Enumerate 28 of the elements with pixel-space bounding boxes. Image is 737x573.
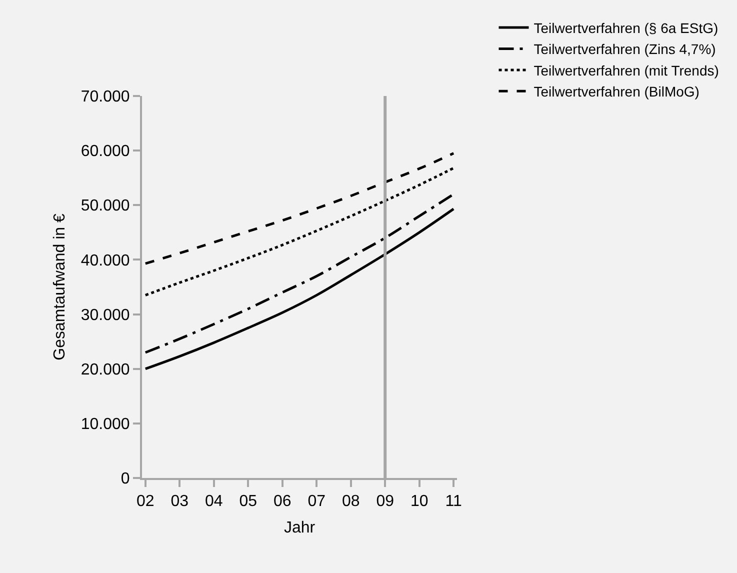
x-tick-label: 02: [136, 493, 154, 510]
y-tick-label: 30.000: [80, 306, 130, 324]
x-tick-label: 11: [445, 493, 462, 510]
y-tick-label: 0: [120, 470, 130, 488]
line-series: [144, 152, 455, 265]
y-tick-label: 70.000: [80, 88, 130, 106]
legend-label: Teilwertverfahren (BilMoG): [534, 84, 700, 100]
line-series: [144, 192, 455, 354]
y-tick-label: 50.000: [80, 198, 130, 215]
x-axis-title: Jahr: [284, 519, 316, 536]
y-tick-label: 40.000: [80, 252, 130, 270]
x-tick-label: 05: [239, 493, 258, 510]
x-tick-label: 06: [273, 493, 292, 510]
x-tick-label: 10: [410, 493, 428, 510]
legend-label: Teilwertverfahren (§ 6a EStG): [534, 20, 718, 36]
line-series: [144, 208, 455, 370]
x-tick-label: 03: [170, 493, 189, 510]
y-tick-label: 10.000: [80, 416, 130, 434]
y-axis-title: Gesamtaufwand in €: [51, 214, 68, 360]
x-tick-label: 09: [376, 493, 394, 510]
x-tick-label: 04: [205, 493, 223, 510]
legend-label: Teilwertverfahren (Zins 4,7%): [534, 41, 716, 58]
y-tick-label: 60.000: [80, 143, 130, 160]
y-tick-label: 20.000: [80, 361, 130, 378]
x-tick-label: 08: [342, 493, 360, 510]
legend-label: Teilwertverfahren (mit Trends): [534, 62, 719, 78]
line-series: [144, 166, 455, 296]
x-tick-label: 07: [308, 493, 326, 510]
